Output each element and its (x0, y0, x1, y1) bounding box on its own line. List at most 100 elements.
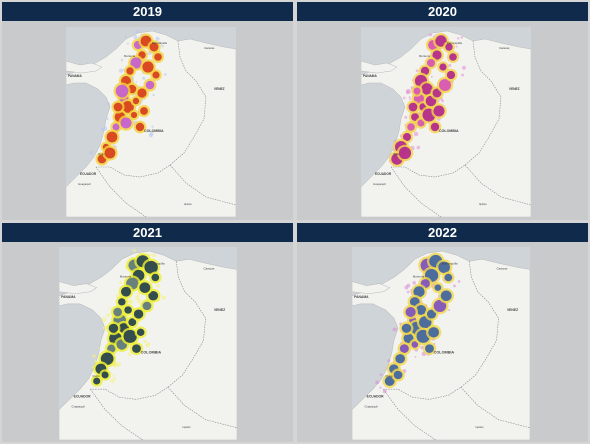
heatmap-map-2020[interactable]: PANAMA COLOMBIA ECUADOR VENEZ Barranquilla Mo… (361, 27, 531, 217)
data-point (379, 373, 383, 377)
data-point (89, 150, 93, 155)
hotspot-core (126, 67, 134, 75)
map-label-barranquilla: Barranquilla (447, 41, 462, 45)
country-border (90, 389, 143, 440)
hotspot-core (403, 133, 411, 141)
map-label-ecuador: ECUADOR (80, 172, 97, 176)
map-canvas: PANAMA COLOMBIA ECUADOR VENEZ Barranquilla Mo… (59, 247, 237, 440)
data-point (461, 65, 467, 70)
map-label-caracas: Caracas (496, 266, 507, 270)
heatmap-map-2022[interactable]: PANAMA COLOMBIA ECUADOR VENEZ Barranquilla Mo… (352, 247, 530, 440)
hotspot-core (136, 328, 145, 336)
hotspot-core (142, 301, 152, 311)
data-point (460, 36, 464, 39)
map-label-ecuador: ECUADOR (375, 172, 392, 176)
data-point (110, 378, 115, 384)
map-label-guayaquil: Guayaquil (78, 182, 91, 186)
hotspot-core (123, 329, 137, 343)
map-label-monteria: Montería (419, 54, 430, 58)
map-label-barranquilla: Barranquilla (152, 41, 167, 45)
map-label-iquitos: Iquitos (183, 425, 192, 429)
hotspot-core (428, 327, 440, 338)
country-border (90, 261, 206, 400)
data-point (408, 96, 411, 99)
panama-land (352, 281, 391, 294)
hotspot-core (421, 83, 433, 95)
hotspot-core (132, 344, 141, 353)
map-label-quito: Quito (98, 152, 105, 156)
hotspot-core (128, 318, 137, 327)
data-point (132, 248, 136, 253)
hotspot-core (425, 344, 434, 353)
map-label-panama: PANAMA (68, 74, 82, 78)
hotspot-core (411, 113, 419, 121)
hotspot-core (137, 88, 147, 98)
hotspot-core (106, 131, 118, 143)
hotspot-core (430, 122, 440, 132)
data-point (102, 126, 108, 131)
data-point (155, 36, 160, 41)
data-point (120, 58, 124, 62)
heatmap-map-2021[interactable]: PANAMA COLOMBIA ECUADOR VENEZ Barranquilla Mo… (59, 247, 237, 440)
hotspot-core (152, 71, 160, 79)
data-point (139, 29, 142, 32)
panel-title: 2022 (297, 223, 588, 242)
hotspot-core (433, 299, 447, 313)
land-area (361, 30, 531, 217)
map-label-guayaquil: Guayaquil (373, 182, 386, 186)
hotspot-core (433, 105, 445, 117)
data-point (124, 35, 127, 39)
data-point (116, 362, 122, 367)
hotspot-core (393, 370, 403, 380)
map-label-monteria: Montería (120, 275, 132, 279)
hotspot-core (439, 63, 447, 71)
data-point (163, 73, 167, 76)
data-point (161, 295, 167, 300)
hotspot-core (426, 309, 437, 319)
hotspot-core (112, 123, 120, 131)
hotspot-core (439, 79, 451, 91)
hotspot-core (135, 122, 145, 132)
data-point (102, 325, 108, 330)
hotspot-core (140, 107, 148, 115)
panel-2021: 2021 PANAMA COLOMBIA ECUADOR VENEZ Barranqui… (2, 223, 293, 442)
map-label-colombia: COLOMBIA (439, 129, 459, 133)
data-point (448, 308, 451, 311)
hotspot-core (122, 101, 134, 113)
hotspot-core (115, 84, 129, 98)
land-area (66, 30, 236, 217)
hotspot-core (432, 50, 442, 60)
hotspot-core (417, 119, 425, 127)
map-label-iquitos: Iquitos (184, 202, 192, 206)
data-point (142, 76, 146, 80)
map-label-monteria: Montería (413, 275, 425, 279)
map-label-quito: Quito (93, 374, 100, 378)
data-point (404, 285, 409, 290)
data-point (135, 29, 140, 34)
hotspot-core (438, 261, 451, 274)
hotspot-core (93, 377, 101, 385)
hotspot-core (104, 147, 116, 159)
data-point (136, 298, 142, 304)
data-point (152, 93, 155, 96)
country-border (383, 389, 436, 440)
data-point (135, 295, 140, 300)
data-point (101, 317, 107, 323)
hotspot-core (118, 298, 126, 306)
map-label-caracas: Caracas (499, 46, 510, 50)
country-border (391, 40, 502, 178)
data-point (413, 131, 419, 137)
data-point (113, 374, 116, 377)
data-point (453, 284, 456, 288)
country-border (464, 164, 531, 206)
data-point (136, 292, 140, 296)
data-point (430, 75, 433, 78)
data-point (126, 42, 129, 45)
hotspot-core (120, 286, 132, 297)
data-point (118, 280, 123, 284)
data-point (441, 99, 444, 103)
map-label-venezuela: VENEZ (214, 87, 225, 91)
heatmap-map-2019[interactable]: PANAMA COLOMBIA ECUADOR VENEZ Barranquilla Mo… (66, 27, 236, 217)
hotspot-core (151, 273, 160, 282)
map-label-colombia: COLOMBIA (141, 351, 162, 355)
